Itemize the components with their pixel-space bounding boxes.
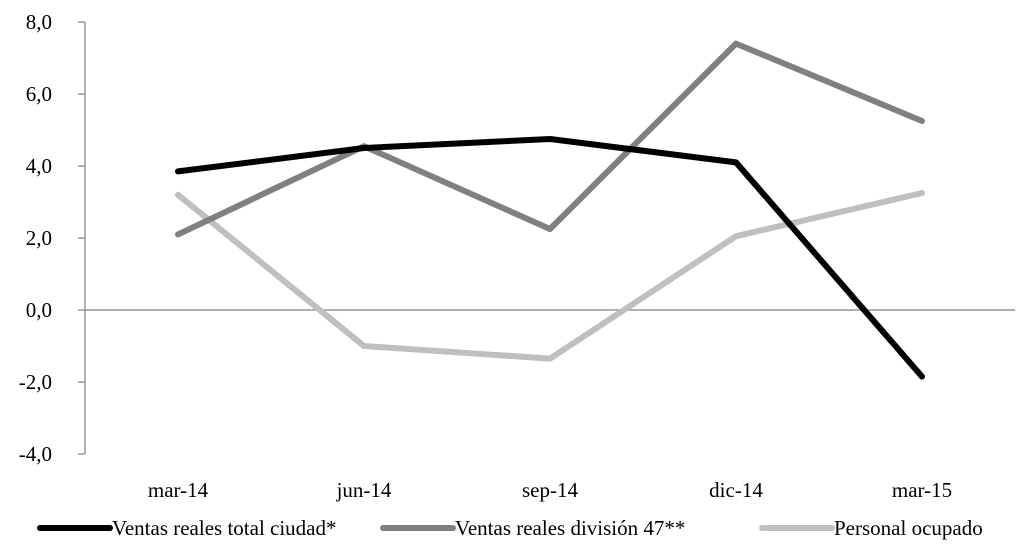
x-axis-ticks: mar-14 jun-14 sep-14 dic-14 mar-15 [148,478,952,502]
axes [78,21,1015,455]
x-tick-label: mar-14 [148,478,209,502]
y-tick-label: 2,0 [26,226,52,250]
y-tick-label: -2,0 [19,370,52,394]
legend-label: Personal ocupado [834,516,983,540]
y-axis-ticks: -4,0 -2,0 0,0 2,0 4,0 6,0 8,0 [19,10,52,466]
y-tick-label: 6,0 [26,82,52,106]
y-tick-label: 0,0 [26,298,52,322]
x-tick-label: dic-14 [709,478,763,502]
legend-label: Ventas reales división 47** [455,516,685,540]
x-tick-label: sep-14 [522,478,578,502]
legend: Ventas reales total ciudad* Ventas reales… [37,516,983,540]
x-tick-label: mar-15 [892,478,952,502]
series-line-3 [175,190,925,362]
series-lines [175,40,925,380]
series-line-1 [175,136,925,380]
y-tick-label: 8,0 [26,10,52,34]
series-line-2 [175,40,925,238]
x-tick-label: jun-14 [336,478,392,502]
y-tick-label: 4,0 [26,154,52,178]
y-tick-label: -4,0 [19,442,52,466]
legend-label: Ventas reales total ciudad* [112,516,337,540]
